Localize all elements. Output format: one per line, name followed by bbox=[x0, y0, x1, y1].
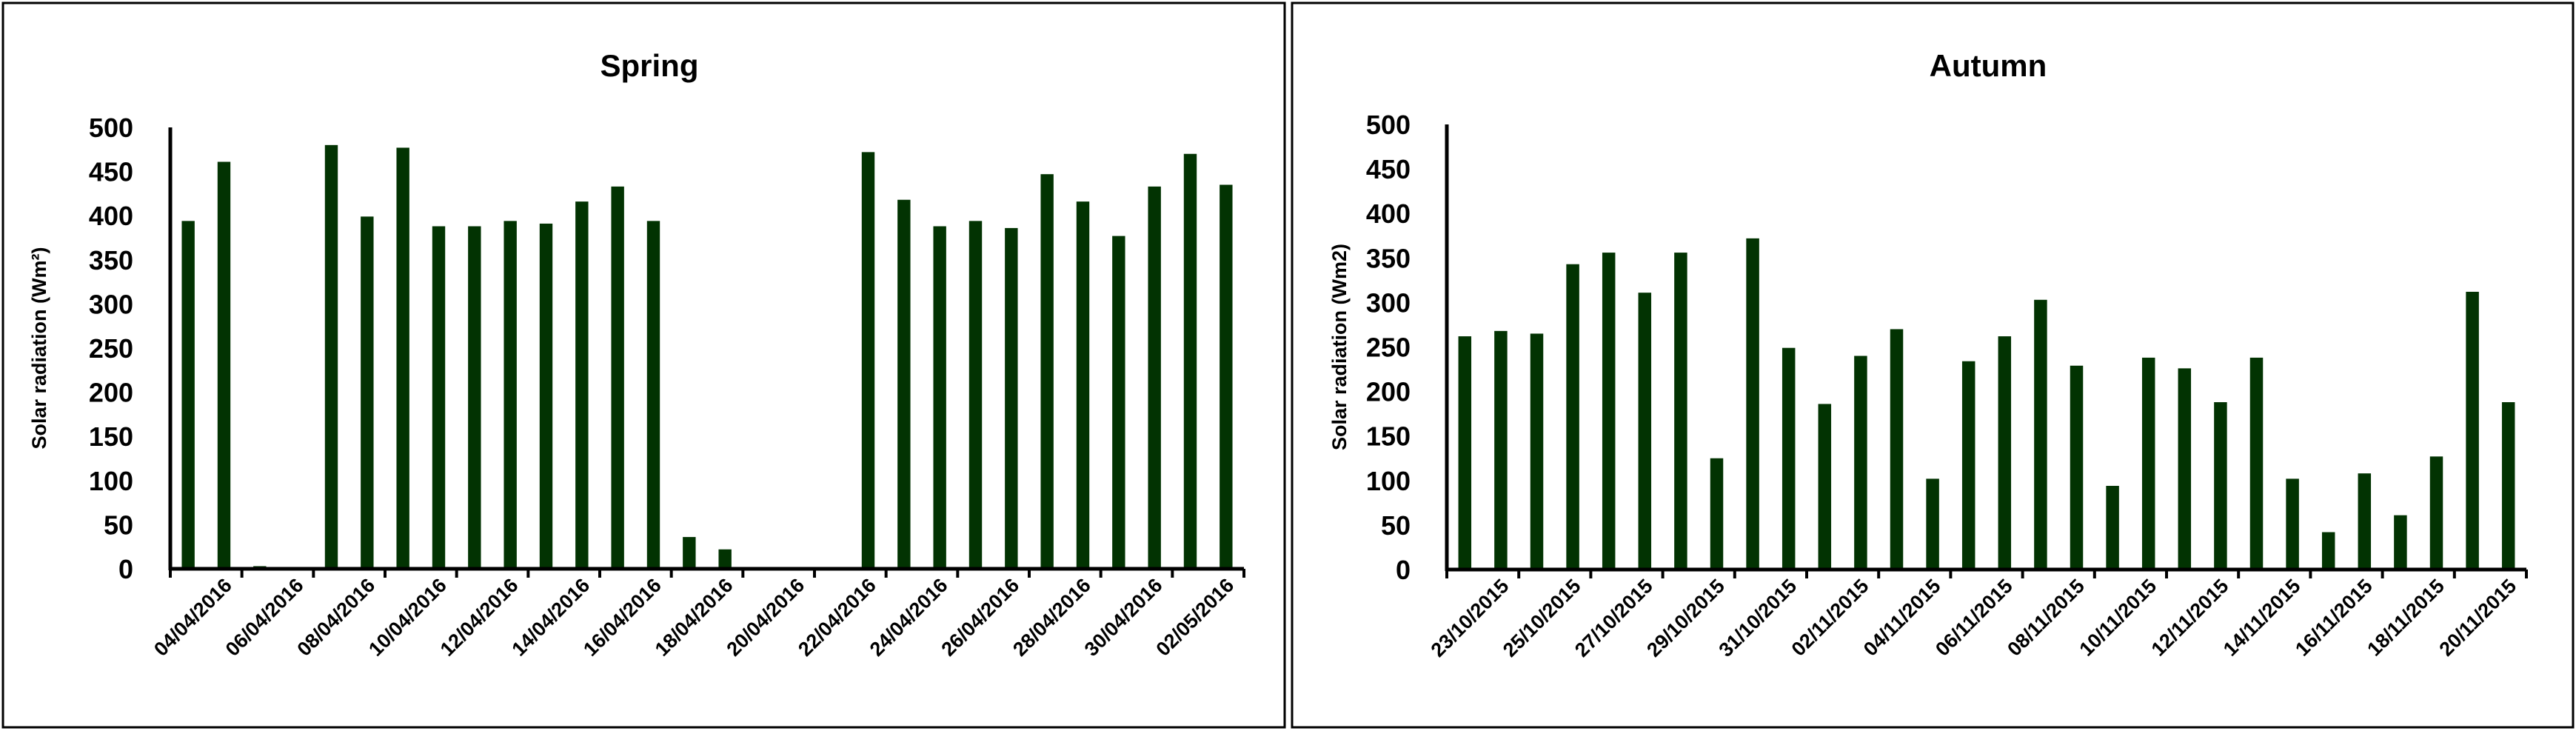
bar-18-11-2015 bbox=[2394, 515, 2407, 570]
y-tick-label: 250 bbox=[1366, 333, 1411, 363]
bar-11-04-2016 bbox=[432, 226, 446, 569]
y-tick-label: 200 bbox=[1366, 377, 1411, 407]
bar-08-11-2015 bbox=[2034, 299, 2047, 570]
bar-04-11-2015 bbox=[1890, 329, 1904, 570]
y-tick-label: 400 bbox=[89, 201, 133, 231]
bar-28-04-2016 bbox=[1040, 174, 1054, 569]
bar-02-05-2016 bbox=[1183, 153, 1197, 569]
bar-01-05-2016 bbox=[1148, 186, 1161, 569]
bar-29-04-2016 bbox=[1076, 201, 1090, 569]
bar-09-11-2015 bbox=[2070, 365, 2084, 570]
bar-28-10-2015 bbox=[1638, 293, 1652, 570]
chart-autumn: Autumn Solar radiation (Wm2) 0 50 100 150 200 2… bbox=[1291, 1, 2575, 729]
bar-13-11-2015 bbox=[2214, 402, 2227, 570]
y-tick-label: 400 bbox=[1366, 198, 1411, 229]
y-tick-label: 0 bbox=[118, 554, 133, 584]
bar-19-11-2015 bbox=[2429, 456, 2443, 570]
chart-title: Autumn bbox=[1930, 48, 2047, 83]
bar-03-05-2016 bbox=[1220, 184, 1233, 570]
bar-14-11-2015 bbox=[2249, 357, 2264, 570]
y-tick-label: 250 bbox=[89, 333, 133, 364]
bar-24-04-2016 bbox=[897, 199, 911, 569]
bar-13-04-2016 bbox=[504, 221, 517, 569]
y-tick-label: 200 bbox=[89, 378, 133, 408]
bar-01-11-2015 bbox=[1782, 347, 1796, 570]
y-axis-label: Solar radiation (Wm²) bbox=[28, 247, 50, 449]
bar-25-04-2016 bbox=[933, 226, 946, 569]
y-tick-label: 150 bbox=[1366, 421, 1411, 452]
bar-12-11-2015 bbox=[2178, 368, 2192, 570]
bar-30-10-2015 bbox=[1710, 458, 1724, 570]
bar-25-10-2015 bbox=[1530, 333, 1544, 570]
bar-26-10-2015 bbox=[1566, 264, 1579, 570]
bar-02-11-2015 bbox=[1818, 404, 1832, 570]
bar-06-11-2015 bbox=[1961, 361, 1976, 570]
bar-12-04-2016 bbox=[468, 226, 481, 569]
bar-07-11-2015 bbox=[1998, 336, 2012, 570]
bar-16-04-2016 bbox=[611, 186, 624, 569]
bar-26-04-2016 bbox=[968, 221, 983, 569]
bar-10-04-2016 bbox=[396, 147, 409, 569]
bar-27-04-2016 bbox=[1005, 227, 1018, 569]
chart-frame bbox=[1, 1, 1286, 729]
bar-04-04-2016 bbox=[181, 221, 195, 569]
y-tick-label: 450 bbox=[89, 157, 133, 187]
bar-14-04-2016 bbox=[539, 223, 553, 569]
bar-18-04-2016 bbox=[683, 537, 696, 569]
bar-21-11-2015 bbox=[2501, 402, 2515, 570]
y-tick-label: 100 bbox=[1366, 466, 1411, 496]
bar-23-10-2015 bbox=[1458, 336, 1472, 570]
bar-05-11-2015 bbox=[1926, 478, 1939, 570]
bar-11-11-2015 bbox=[2141, 357, 2155, 570]
y-tick-label: 300 bbox=[1366, 287, 1411, 318]
bar-08-04-2016 bbox=[324, 144, 338, 570]
y-tick-label: 50 bbox=[104, 510, 133, 540]
bar-15-11-2015 bbox=[2286, 478, 2299, 570]
bar-23-04-2016 bbox=[861, 152, 875, 570]
y-tick-label: 100 bbox=[89, 466, 133, 496]
bar-03-11-2015 bbox=[1854, 356, 1867, 570]
bar-10-11-2015 bbox=[2106, 486, 2119, 570]
y-tick-label: 500 bbox=[1366, 110, 1411, 140]
bar-30-04-2016 bbox=[1112, 236, 1125, 569]
y-tick-label: 300 bbox=[89, 289, 133, 319]
y-tick-label: 50 bbox=[1381, 510, 1411, 541]
bar-24-10-2015 bbox=[1494, 330, 1508, 570]
bar-31-10-2015 bbox=[1746, 238, 1759, 570]
y-tick-label: 450 bbox=[1366, 154, 1411, 184]
bar-17-04-2016 bbox=[646, 221, 660, 569]
bar-09-04-2016 bbox=[361, 216, 374, 569]
bar-16-11-2015 bbox=[2321, 532, 2335, 570]
bar-27-10-2015 bbox=[1602, 253, 1616, 570]
y-tick-label: 500 bbox=[89, 113, 133, 143]
y-tick-label: 350 bbox=[1366, 243, 1411, 273]
bar-19-04-2016 bbox=[718, 549, 732, 569]
bar-05-04-2016 bbox=[217, 161, 231, 569]
y-axis-label: Solar radiation (Wm2) bbox=[1328, 244, 1351, 450]
bar-20-11-2015 bbox=[2466, 291, 2479, 570]
chart-spring: Spring Solar radiation (Wm²) 0 50 100 150 200 2… bbox=[1, 1, 1286, 729]
bar-29-10-2015 bbox=[1674, 253, 1687, 570]
y-tick-label: 0 bbox=[1396, 555, 1411, 585]
chart-title: Spring bbox=[600, 48, 699, 83]
bar-17-11-2015 bbox=[2358, 473, 2372, 570]
y-tick-label: 150 bbox=[89, 421, 133, 452]
y-tick-label: 350 bbox=[89, 245, 133, 276]
bar-15-04-2016 bbox=[575, 201, 589, 569]
